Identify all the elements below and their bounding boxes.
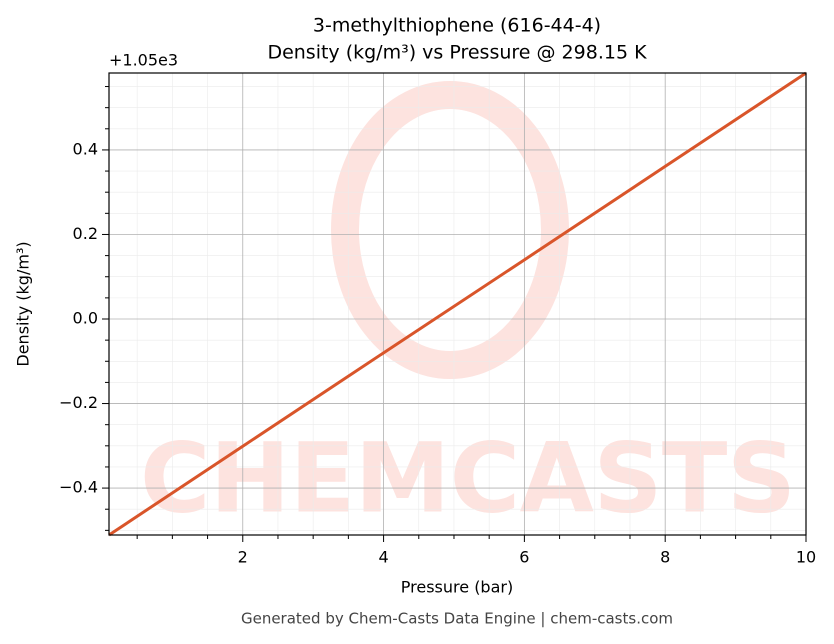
plot-frame [108, 72, 807, 536]
watermark: CHEMCASTS [140, 422, 800, 534]
data-line [108, 71, 807, 537]
y-axis-label: Density (kg/m³) [14, 241, 33, 366]
y-tick-label: −0.2 [59, 393, 98, 412]
watermark-logo [331, 81, 569, 379]
chart-subtitle: Density (kg/m³) vs Pressure @ 298.15 K [267, 42, 647, 64]
x-tick-label: 6 [519, 548, 529, 567]
y-tick-label: 0.4 [73, 139, 98, 158]
y-tick-label: 0.2 [73, 224, 98, 243]
x-tick-label: 4 [378, 548, 388, 567]
x-tick-label: 10 [796, 548, 816, 567]
chart-title: 3-methylthiophene (616-44-4) [313, 15, 601, 37]
x-tick-label: 8 [660, 548, 670, 567]
y-offset-label: +1.05e3 [109, 51, 178, 70]
x-tick-label: 2 [238, 548, 248, 567]
x-axis-label: Pressure (bar) [401, 578, 513, 597]
y-tick-label: 0.0 [73, 309, 98, 328]
footer: Generated by Chem-Casts Data Engine | ch… [241, 610, 673, 628]
y-tick-label: −0.4 [59, 478, 98, 497]
